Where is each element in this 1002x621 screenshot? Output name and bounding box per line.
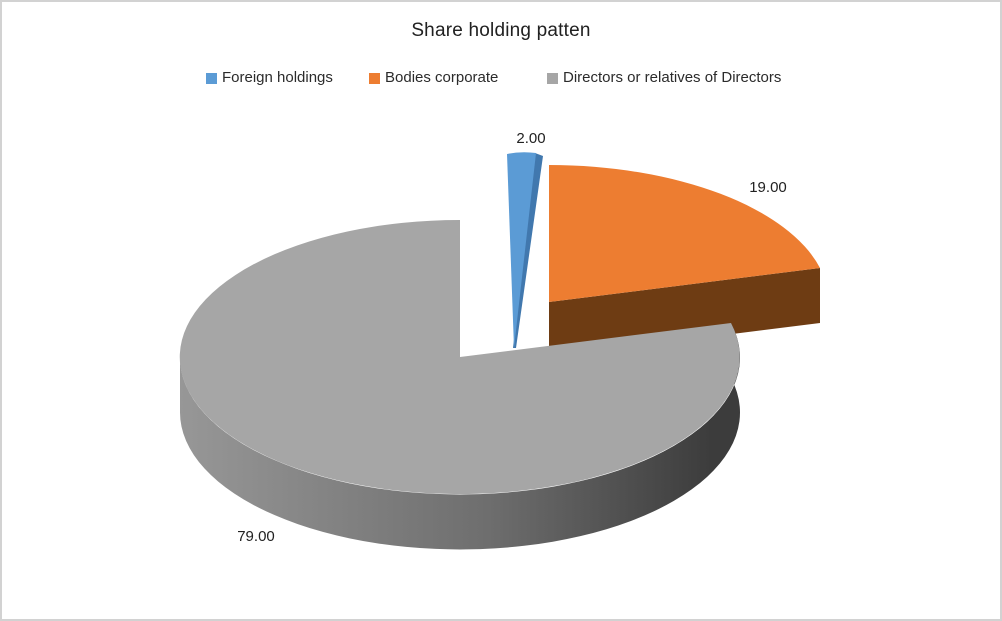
legend-item-directors[interactable]: Directors or relatives of Directors bbox=[547, 69, 781, 87]
pie-slice-gray-top[interactable] bbox=[179, 219, 740, 494]
pie-slice-blue-side bbox=[513, 153, 543, 348]
legend-label-directors: Directors or relatives of Directors bbox=[563, 69, 782, 86]
chart-title: Share holding patten bbox=[411, 20, 591, 41]
legend-label-foreign-holdings: Foreign holdings bbox=[222, 69, 333, 86]
pie-slice-orange-side bbox=[549, 268, 820, 357]
legend: Foreign holdings Bodies corporate Direct… bbox=[2, 69, 1000, 89]
pie-slice-orange-top[interactable] bbox=[549, 165, 820, 302]
legend-swatch-foreign-holdings bbox=[206, 72, 217, 84]
data-label-directors: 79.00 bbox=[237, 528, 275, 545]
data-label-bodies-corporate: 19.00 bbox=[749, 179, 787, 196]
pie-slice-blue-top[interactable] bbox=[507, 152, 536, 348]
data-label-foreign-holdings: 2.00 bbox=[516, 130, 546, 147]
legend-item-foreign-holdings[interactable]: Foreign holdings bbox=[206, 69, 333, 87]
legend-swatch-directors bbox=[547, 72, 558, 84]
legend-swatch-bodies-corporate bbox=[369, 72, 380, 84]
legend-item-bodies-corporate[interactable]: Bodies corporate bbox=[369, 69, 498, 87]
legend-label-bodies-corporate: Bodies corporate bbox=[385, 69, 499, 86]
pie-slice-gray-side bbox=[179, 323, 740, 550]
